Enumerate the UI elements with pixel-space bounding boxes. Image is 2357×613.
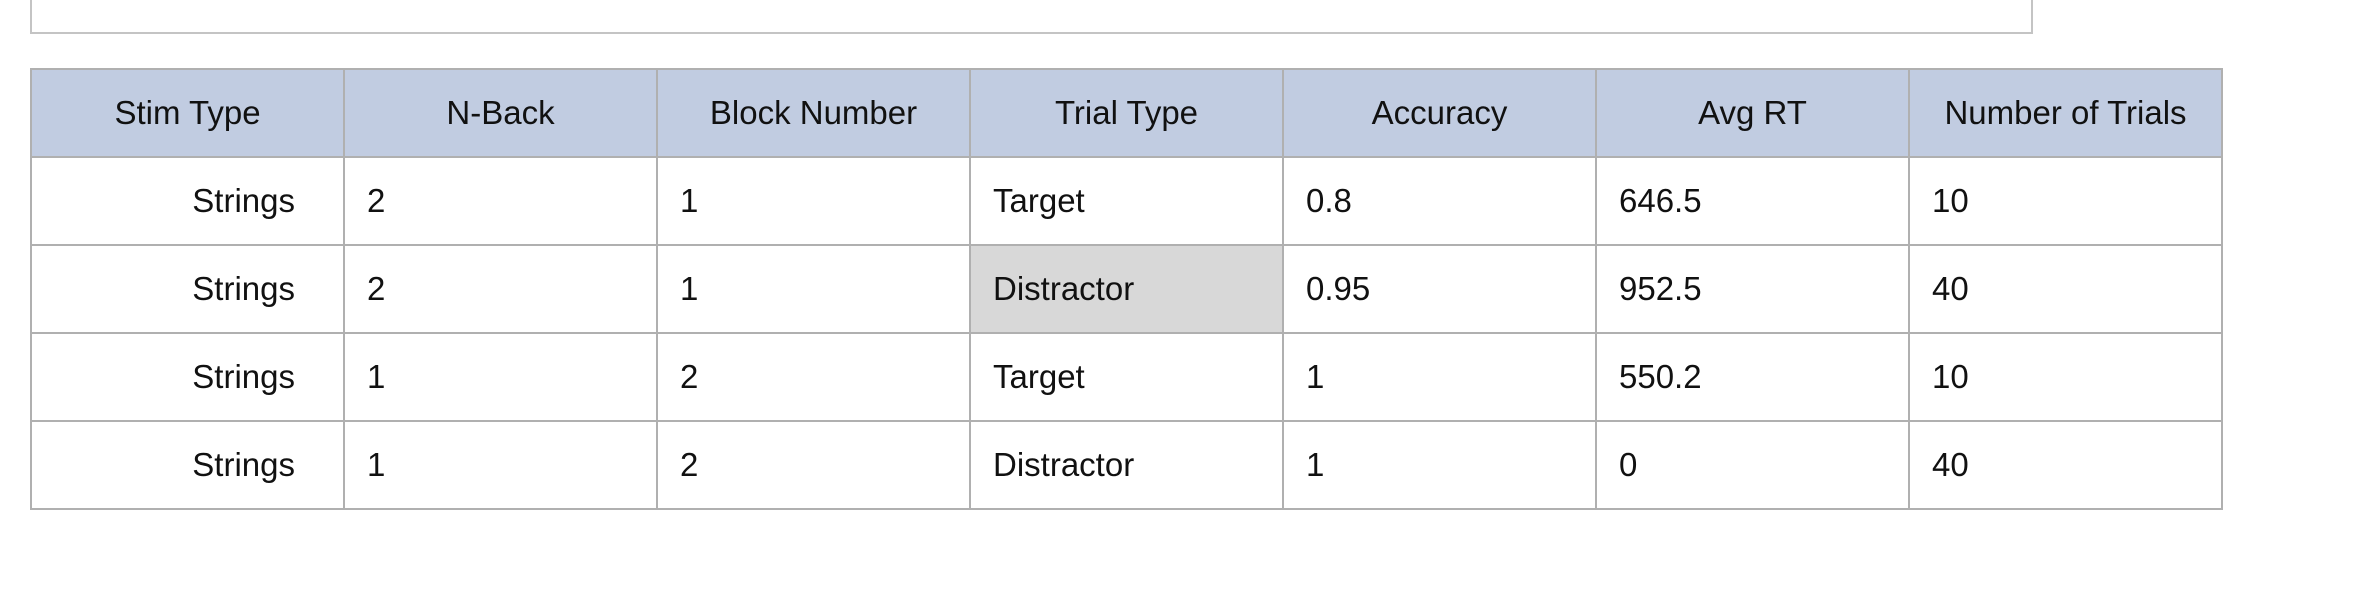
- table-row: Strings 2 1 Target 0.8 646.5 10: [30, 156, 2223, 246]
- table-cell[interactable]: Strings: [30, 332, 345, 422]
- table-cell[interactable]: 0: [1595, 420, 1910, 510]
- column-header-avg-rt[interactable]: Avg RT: [1595, 68, 1910, 158]
- column-header-block-number[interactable]: Block Number: [656, 68, 971, 158]
- table-cell[interactable]: 10: [1908, 156, 2223, 246]
- table-cell[interactable]: 2: [656, 332, 971, 422]
- table-row: Strings 1 2 Distractor 1 0 40: [30, 420, 2223, 510]
- column-header-number-of-trials[interactable]: Number of Trials: [1908, 68, 2223, 158]
- table-cell[interactable]: 1: [1282, 420, 1597, 510]
- column-header-n-back[interactable]: N-Back: [343, 68, 658, 158]
- table-cell[interactable]: 1: [1282, 332, 1597, 422]
- table-cell[interactable]: 1: [343, 420, 658, 510]
- table-cell[interactable]: 40: [1908, 244, 2223, 334]
- table-cell[interactable]: 1: [656, 156, 971, 246]
- table-row: Strings 2 1 Distractor 0.95 952.5 40: [30, 244, 2223, 334]
- table-cell[interactable]: Strings: [30, 420, 345, 510]
- table-cell[interactable]: 0.8: [1282, 156, 1597, 246]
- header-row: Stim Type N-Back Block Number Trial Type Acc…: [30, 68, 2223, 158]
- results-table: Stim Type N-Back Block Number Trial Type Acc…: [30, 68, 2223, 510]
- table-cell[interactable]: 10: [1908, 332, 2223, 422]
- table-cell[interactable]: 2: [343, 244, 658, 334]
- table-cell[interactable]: 1: [343, 332, 658, 422]
- table-cell[interactable]: Target: [969, 332, 1284, 422]
- table-cell[interactable]: Strings: [30, 244, 345, 334]
- previous-panel: [30, 0, 2033, 34]
- column-header-trial-type[interactable]: Trial Type: [969, 68, 1284, 158]
- table-row: Strings 1 2 Target 1 550.2 10: [30, 332, 2223, 422]
- column-header-accuracy[interactable]: Accuracy: [1282, 68, 1597, 158]
- table-cell[interactable]: 0.95: [1282, 244, 1597, 334]
- table-cell[interactable]: 2: [656, 420, 971, 510]
- table-cell[interactable]: Distractor: [969, 244, 1284, 334]
- table-cell[interactable]: 1: [656, 244, 971, 334]
- table-cell[interactable]: Strings: [30, 156, 345, 246]
- table-cell[interactable]: 646.5: [1595, 156, 1910, 246]
- column-header-stim-type[interactable]: Stim Type: [30, 68, 345, 158]
- table-cell[interactable]: 2: [343, 156, 658, 246]
- table-cell[interactable]: Distractor: [969, 420, 1284, 510]
- table-cell[interactable]: 550.2: [1595, 332, 1910, 422]
- table-cell[interactable]: Target: [969, 156, 1284, 246]
- table-cell[interactable]: 952.5: [1595, 244, 1910, 334]
- table-cell[interactable]: 40: [1908, 420, 2223, 510]
